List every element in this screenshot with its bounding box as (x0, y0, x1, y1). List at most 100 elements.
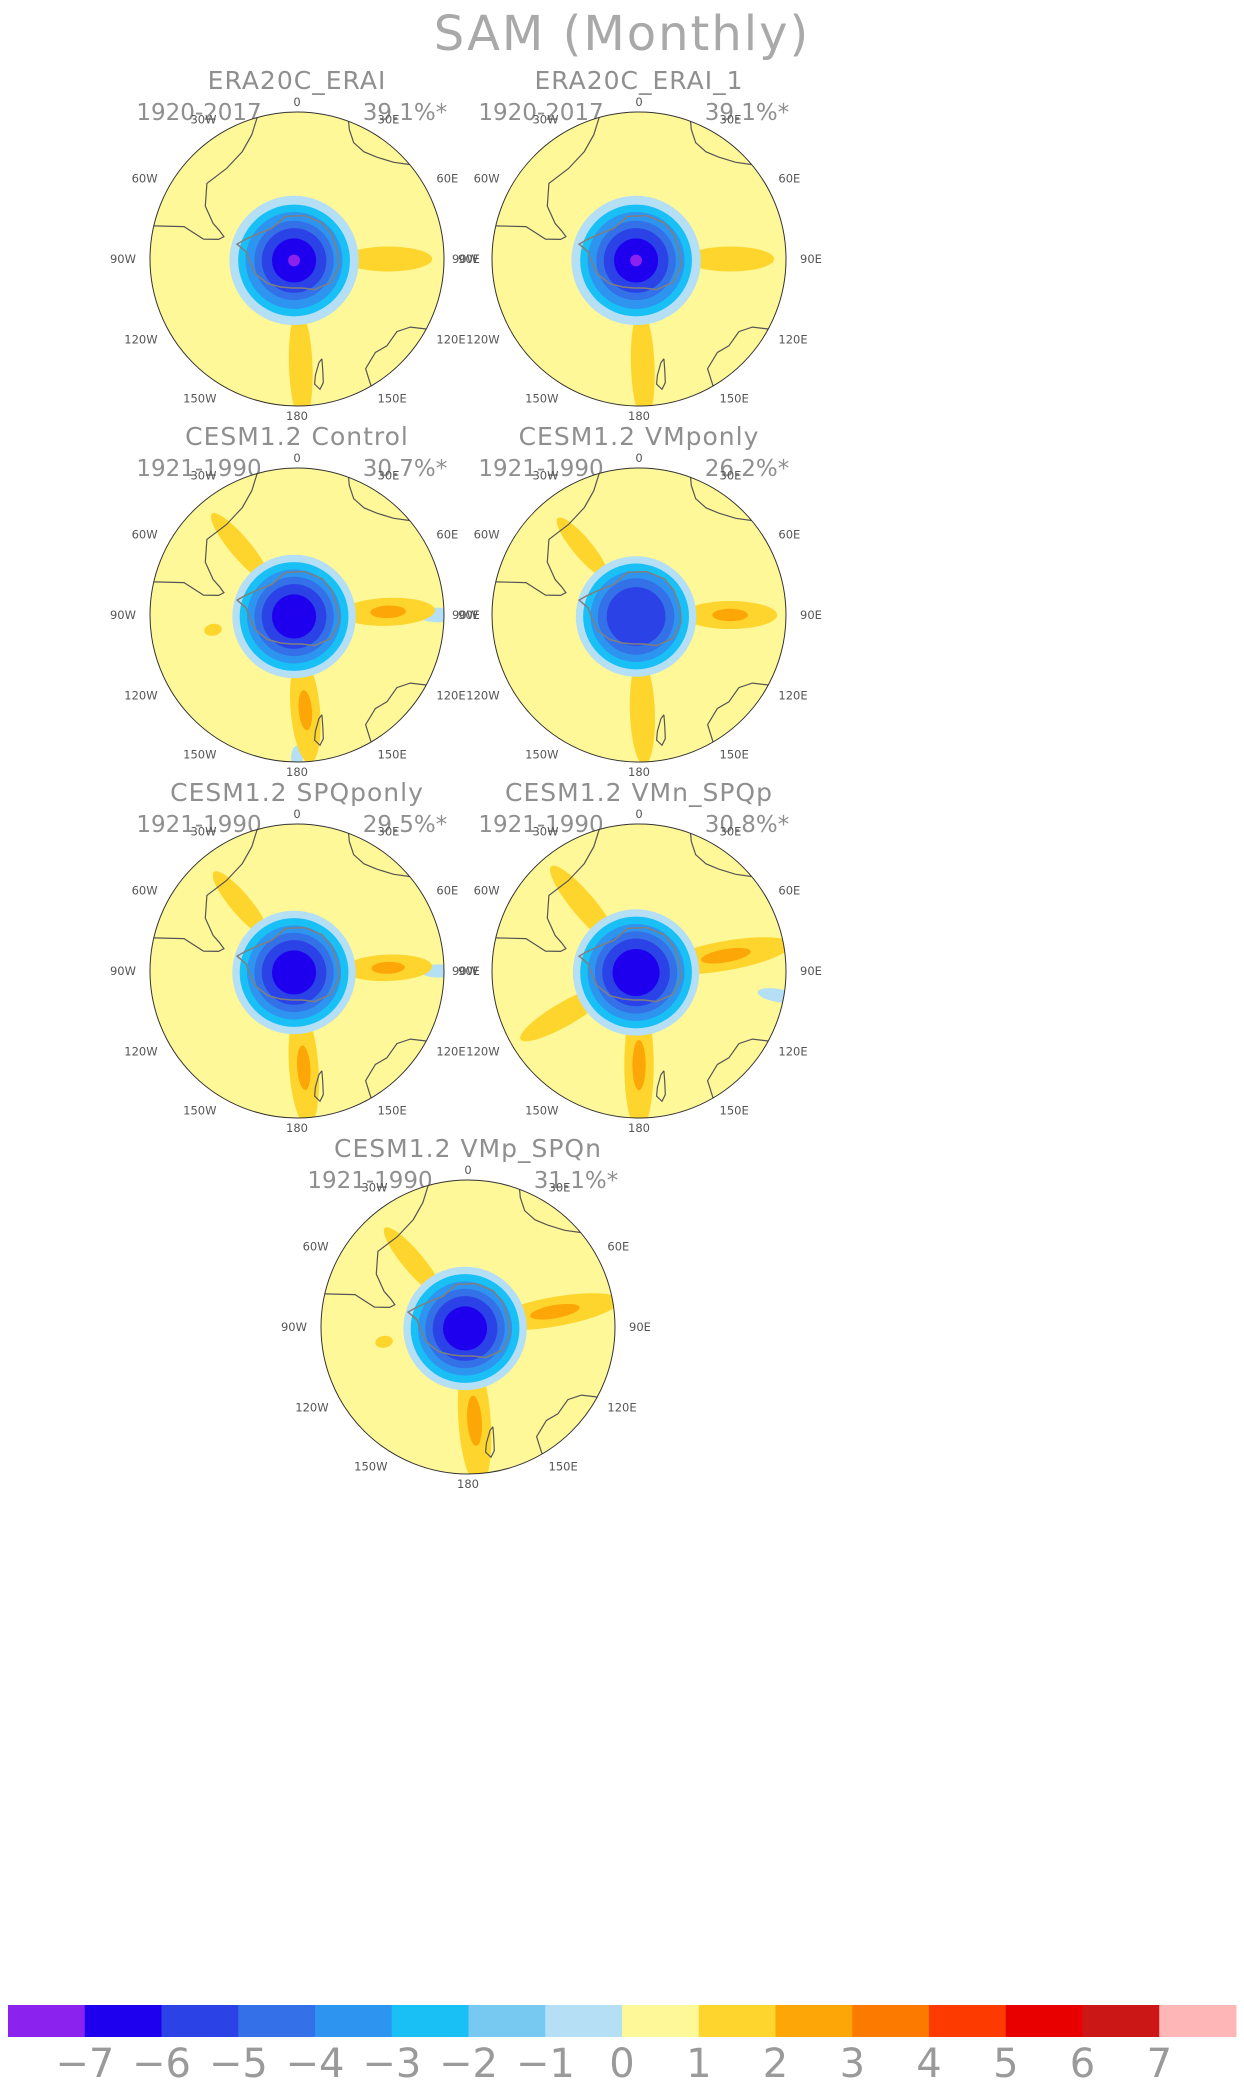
period-label: 1920-2017 (478, 100, 603, 126)
colorbar-tick-label: −4 (286, 2041, 345, 2086)
negative-anomaly-patch (757, 988, 786, 1003)
longitude-label: 90W (452, 608, 478, 622)
map-boundary (149, 111, 445, 407)
colorbar-swatch (1159, 2005, 1237, 2037)
antarctica-coastline (577, 926, 682, 1003)
colorbar-tick-label: 6 (1070, 2041, 1095, 2086)
map-boundary (149, 467, 445, 763)
longitude-label: 180 (628, 765, 650, 779)
longitude-label: 30E (720, 825, 742, 839)
africa-coastline (347, 830, 410, 878)
longitude-label: 30W (361, 1181, 387, 1195)
negative-anomaly-ring (288, 254, 300, 267)
longitude-label: 180 (628, 409, 650, 423)
colorbar-swatch (468, 2005, 546, 2037)
map-panel: CESM1.2 Control 1921-1990 30.7%* 0 30E 60E 90E… (110, 422, 480, 779)
longitude-label: 30W (190, 469, 216, 483)
longitude-label: 30W (532, 825, 558, 839)
longitude-label: 180 (286, 1121, 308, 1135)
positive-anomaly-core (712, 608, 749, 622)
longitude-label: 0 (464, 1163, 471, 1177)
panel-title: CESM1.2 VMponly (519, 422, 760, 451)
colorbar-tick-label: 1 (686, 2041, 711, 2086)
colorbar-swatch (84, 2005, 162, 2037)
longitude-label: 30W (532, 113, 558, 127)
australia-coastline (535, 1394, 601, 1458)
longitude-label: 120W (295, 1401, 328, 1415)
newzealand-coastline (313, 1070, 324, 1103)
longitude-label: 120W (124, 333, 157, 347)
longitude-label: 120W (466, 689, 499, 703)
period-label: 1921-1990 (136, 456, 261, 482)
map-boundary (491, 467, 787, 763)
period-label: 1921-1990 (478, 456, 603, 482)
longitude-label: 120W (466, 1045, 499, 1059)
longitude-label: 30E (720, 469, 742, 483)
longitude-label: 90W (281, 1320, 307, 1334)
longitude-label: 90W (452, 964, 478, 978)
longitude-label: 120E (778, 333, 807, 347)
positive-anomaly-lobe (686, 246, 775, 272)
antarctica-coastline (235, 214, 340, 291)
longitude-label: 0 (635, 451, 642, 465)
period-label: 1921-1990 (307, 1168, 432, 1194)
colorbar-tick-label: 5 (993, 2041, 1018, 2086)
longitude-label: 150W (183, 1103, 216, 1117)
map-boundary (320, 1179, 616, 1475)
newzealand-coastline (313, 714, 324, 747)
samerica-coastline (495, 114, 601, 241)
newzealand-coastline (655, 358, 666, 391)
longitude-label: 30W (532, 469, 558, 483)
antarctica-coastline (235, 570, 340, 647)
longitude-label: 30W (190, 825, 216, 839)
longitude-label: 60E (778, 528, 800, 542)
colorbar-tick-label: 0 (609, 2041, 634, 2086)
longitude-label: 150E (720, 391, 749, 405)
longitude-label: 60E (778, 884, 800, 898)
longitude-label: 60W (303, 1240, 329, 1254)
positive-anomaly-core (370, 605, 406, 619)
colorbar-swatch (391, 2005, 469, 2037)
panel-title: CESM1.2 VMn_SPQp (505, 778, 773, 807)
positive-anomaly-lobe (204, 623, 222, 636)
longitude-label: 60W (132, 884, 158, 898)
longitude-label: 0 (293, 807, 300, 821)
colorbar-swatch (622, 2005, 700, 2037)
panel-title: ERA20C_ERAI (208, 66, 387, 95)
map-panel: CESM1.2 VMp_SPQn 1921-1990 31.1%* 0 30E 60E 90… (281, 1134, 651, 1491)
longitude-label: 150W (183, 391, 216, 405)
positive-anomaly-core (467, 1395, 483, 1446)
positive-anomaly-core (530, 1303, 580, 1320)
longitude-label: 60E (436, 172, 458, 186)
negative-anomaly-ring (272, 594, 317, 639)
longitude-label: 90W (110, 252, 136, 266)
colorbar-swatch (8, 2005, 86, 2037)
colorbar-swatch (1005, 2005, 1083, 2037)
australia-coastline (364, 326, 430, 390)
longitude-label: 0 (293, 451, 300, 465)
longitude-label: 150E (378, 747, 407, 761)
colorbar-tick-label: −7 (55, 2041, 114, 2086)
colorbar-tick-label: 7 (1147, 2041, 1172, 2086)
positive-anomaly-core (298, 690, 313, 731)
longitude-label: 180 (286, 765, 308, 779)
longitude-label: 90W (110, 608, 136, 622)
positive-anomaly-core (632, 1039, 646, 1091)
longitude-label: 120E (778, 689, 807, 703)
colorbar-tick-label: 4 (916, 2041, 941, 2086)
figure-title: SAM (Monthly) (434, 6, 811, 62)
period-label: 1920-2017 (136, 100, 261, 126)
longitude-label: 150E (549, 1459, 578, 1473)
map-boundary (149, 823, 445, 1119)
colorbar-swatch (775, 2005, 853, 2037)
longitude-label: 120E (778, 1045, 807, 1059)
positive-anomaly-lobe (210, 513, 270, 582)
longitude-label: 30E (720, 113, 742, 127)
longitude-label: 120W (124, 1045, 157, 1059)
africa-coastline (347, 474, 410, 522)
positive-anomaly-core (701, 947, 751, 964)
longitude-label: 30E (378, 469, 400, 483)
colorbar-tick-label: −6 (132, 2041, 191, 2086)
colorbar-tick-label: −1 (516, 2041, 575, 2086)
